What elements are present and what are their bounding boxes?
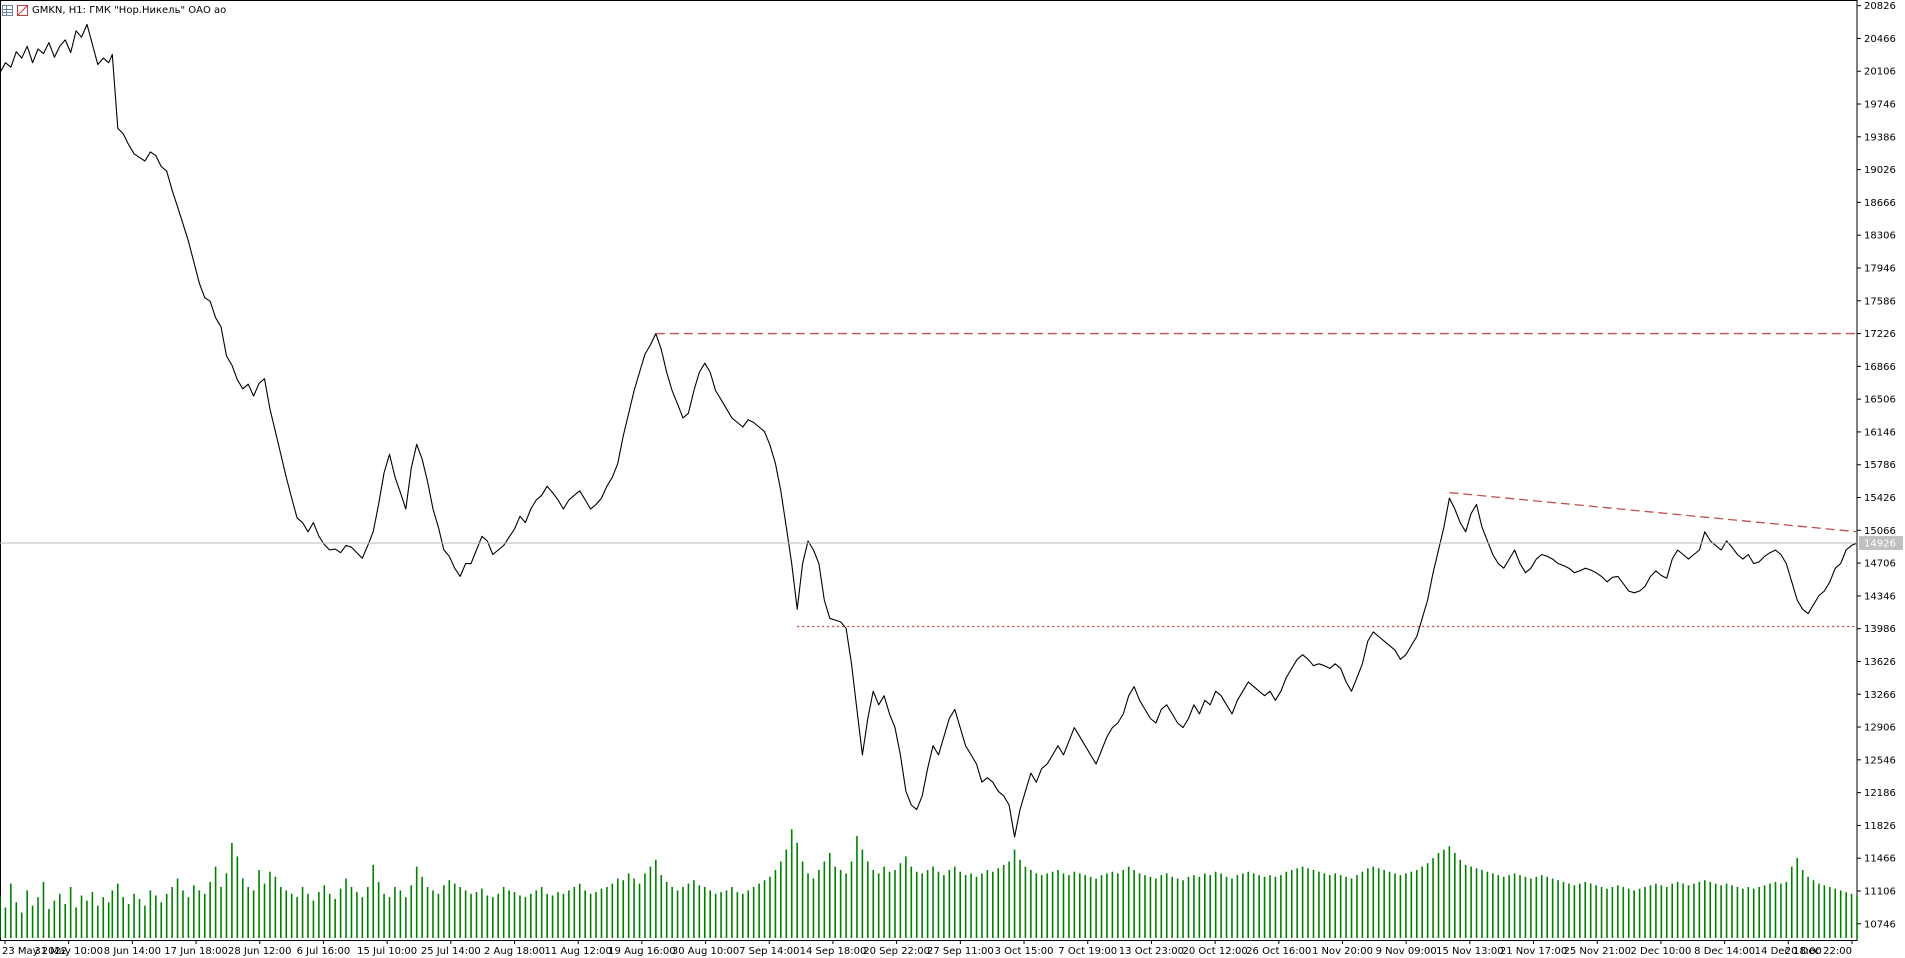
y-tick-label: 10746 [1864,919,1896,930]
y-tick-label: 13266 [1864,690,1896,701]
y-tick-label: 17586 [1864,296,1896,307]
y-tick-label: 15786 [1864,460,1896,471]
x-tick-label: 7 Oct 19:00 [1058,946,1117,957]
x-tick-label: 25 Nov 21:00 [1564,946,1631,957]
x-tick-label: 27 Sep 11:00 [927,946,994,957]
x-tick-label: 14 Sep 18:00 [800,946,867,957]
price-series [0,23,1858,838]
y-tick-label: 12906 [1864,723,1896,734]
x-tick-label: 20 Dec 22:00 [1785,946,1852,957]
x-tick-label: 3 Oct 15:00 [995,946,1054,957]
x-tick-label: 8 Dec 14:00 [1694,946,1755,957]
x-tick-label: 13 Oct 23:00 [1119,946,1184,957]
x-tick-label: 28 Jun 12:00 [228,946,292,957]
symbol-title: GMKN, H1: ГМК "Нор.Никель" ОАО ао [32,4,227,16]
y-tick-label: 17946 [1864,263,1896,274]
x-tick-label: 6 Jul 16:00 [297,946,351,957]
x-tick-label: 17 Jun 18:00 [164,946,228,957]
x-tick-label: 26 Oct 16:00 [1246,946,1311,957]
y-tick-label: 11106 [1864,886,1896,897]
x-tick-label: 20 Sep 22:00 [863,946,930,957]
y-tick-label: 19386 [1864,132,1896,143]
y-tick-label: 19026 [1864,165,1896,176]
y-tick-label: 20826 [1864,1,1896,12]
x-tick-label: 14 Dec 18:00 [1755,946,1822,957]
x-tick-label: 7 Sep 14:00 [739,946,799,957]
y-tick-label: 20106 [1864,67,1896,78]
y-tick-label: 15426 [1864,493,1896,504]
y-tick-label: 14346 [1864,591,1896,602]
x-tick-label: 30 Aug 10:00 [672,946,739,957]
y-tick-label: 16146 [1864,427,1896,438]
y-tick-label: 12186 [1864,788,1896,799]
x-tick-label: 21 Nov 17:00 [1500,946,1567,957]
y-tick-label: 13626 [1864,657,1896,668]
current-price-badge [1859,536,1903,551]
x-tick-label: 15 Jul 10:00 [357,946,417,957]
x-tick-label: 11 Aug 12:00 [544,946,611,957]
x-tick-label: 15 Nov 13:00 [1436,946,1503,957]
y-tick-label: 11466 [1864,854,1896,865]
x-tick-label: 8 Jun 14:00 [104,946,161,957]
x-tick-label: 9 Nov 09:00 [1376,946,1437,957]
y-tick-label: 19746 [1864,100,1896,111]
current-price-label: 14926 [1864,539,1896,550]
x-tick-label: 25 Jul 14:00 [421,946,481,957]
y-tick-label: 12546 [1864,755,1896,766]
y-tick-label: 16866 [1864,362,1896,373]
y-tick-label: 20466 [1864,34,1896,45]
plot-frame [0,0,1858,941]
x-tick-label: 20 Oct 12:00 [1183,946,1248,957]
y-tick-label: 18306 [1864,231,1896,242]
x-tick-label: 23 May 2022 [2,946,67,957]
y-tick-label: 13986 [1864,624,1896,635]
x-tick-label: 19 Aug 16:00 [608,946,675,957]
y-tick-label: 15066 [1864,526,1896,537]
x-tick-label: 2 Dec 10:00 [1630,946,1691,957]
trend-line[interactable] [1449,491,1858,533]
data-window-icon[interactable] [2,4,13,16]
x-tick-label: 1 Nov 20:00 [1312,946,1373,957]
y-tick-label: 17226 [1864,329,1896,340]
x-tick-label: 2 Aug 18:00 [484,946,545,957]
chart-header: GMKN, H1: ГМК "Нор.Никель" ОАО ао [2,2,226,18]
chart-type-icon[interactable] [17,4,28,16]
y-tick-label: 14706 [1864,559,1896,570]
y-tick-label: 18666 [1864,198,1896,209]
x-tick-label: 31 May 10:00 [34,946,103,957]
y-tick-label: 16506 [1864,395,1896,406]
y-tick-label: 11826 [1864,821,1896,832]
